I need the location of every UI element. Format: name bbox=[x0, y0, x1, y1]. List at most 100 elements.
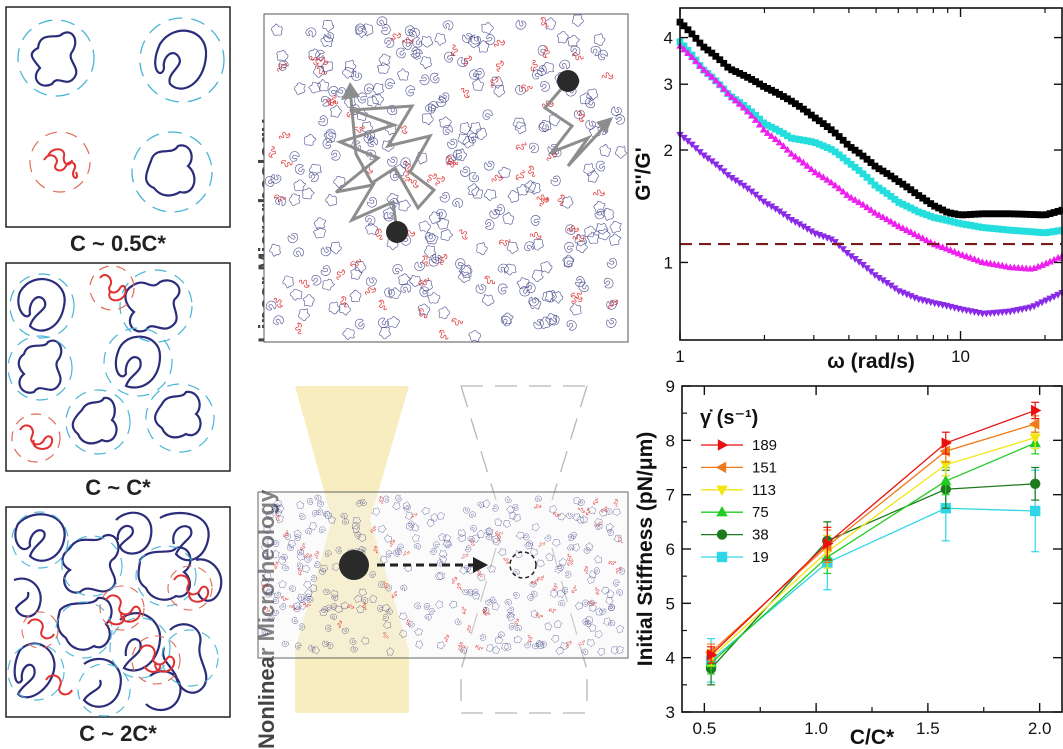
gratio-point bbox=[863, 203, 871, 211]
gratio-point bbox=[1050, 209, 1058, 216]
plot-frame bbox=[681, 385, 1063, 713]
gratio-point bbox=[875, 184, 883, 192]
x-tick-label: 2.0 bbox=[1028, 719, 1052, 738]
gratio-point bbox=[958, 251, 967, 258]
polymer-tangle bbox=[43, 148, 78, 179]
y-tick-label: 4 bbox=[664, 29, 673, 48]
gratio-point bbox=[994, 210, 1002, 218]
y-tick-label: 7 bbox=[666, 486, 675, 505]
legend: γ̇ (s⁻¹) 189 151 113 75 38 19 bbox=[700, 407, 777, 566]
gratio-point bbox=[1054, 227, 1062, 235]
gratio-point bbox=[855, 198, 863, 206]
gratio-point bbox=[1046, 228, 1054, 236]
gratio-point bbox=[863, 173, 871, 181]
probe-bead bbox=[386, 221, 408, 243]
gratio-point bbox=[752, 111, 760, 119]
concentration-label: C ~ C* bbox=[85, 475, 151, 500]
gratio-point bbox=[819, 173, 827, 181]
stiffness-point bbox=[1029, 478, 1041, 489]
probe-bead bbox=[557, 70, 579, 92]
gratio-point bbox=[783, 214, 792, 221]
gratio-point bbox=[867, 268, 875, 276]
gratio-point bbox=[712, 161, 720, 169]
trap-outline-dashed bbox=[460, 385, 588, 714]
gratio-point bbox=[696, 149, 704, 156]
gratio-point bbox=[907, 186, 915, 194]
gratio-point bbox=[859, 152, 867, 160]
stiffness-point bbox=[1029, 505, 1041, 517]
gratio-point bbox=[947, 209, 954, 217]
concentration-panel-dilute bbox=[5, 6, 231, 228]
gratio-point bbox=[811, 114, 819, 122]
gratio-point bbox=[1046, 295, 1054, 303]
gratio-point bbox=[986, 210, 994, 218]
gratio-point bbox=[955, 211, 962, 218]
gratio-point bbox=[891, 285, 899, 293]
gratio-point bbox=[743, 107, 752, 115]
gratio-point bbox=[907, 293, 915, 300]
y-tick-label: 1 bbox=[664, 253, 673, 272]
gratio-point bbox=[1006, 210, 1014, 218]
gratio-point bbox=[823, 175, 831, 183]
gratio-point bbox=[851, 163, 859, 171]
gratio-point bbox=[883, 190, 891, 197]
gratio-point bbox=[819, 142, 827, 150]
gratio-point bbox=[1058, 206, 1063, 214]
gratio-point bbox=[775, 208, 784, 216]
series-line bbox=[710, 507, 1036, 661]
y-axis-label: G''/G' bbox=[632, 147, 655, 200]
gratio-point bbox=[879, 187, 887, 195]
gratio-point bbox=[827, 126, 835, 134]
gratio-point bbox=[927, 212, 935, 220]
gratio-point bbox=[788, 97, 795, 105]
gratio-point bbox=[704, 69, 712, 77]
gratio-point bbox=[680, 45, 688, 53]
gratio-point bbox=[724, 172, 732, 179]
gratio-point bbox=[827, 236, 835, 244]
gratio-point bbox=[998, 210, 1006, 218]
gratio-point bbox=[1034, 211, 1042, 219]
legend-label: 38 bbox=[752, 527, 769, 544]
gratio-point bbox=[704, 46, 712, 54]
gratio-point bbox=[780, 130, 787, 137]
x-tick-label: 0.5 bbox=[693, 719, 717, 738]
gratio-point bbox=[791, 219, 800, 226]
gratio-point bbox=[839, 187, 847, 195]
gratio-point bbox=[755, 195, 764, 202]
gratio-point bbox=[835, 184, 843, 192]
gratio-point bbox=[915, 192, 923, 199]
gratio-point bbox=[791, 152, 800, 160]
gratio-point bbox=[760, 119, 767, 127]
y-tick-label: 2 bbox=[664, 141, 673, 160]
gratio-point bbox=[843, 140, 851, 148]
gratio-point bbox=[943, 216, 951, 224]
gratio-point bbox=[684, 26, 692, 34]
stiffness-series bbox=[705, 469, 1041, 683]
gratio-point bbox=[915, 208, 923, 216]
gratio-point bbox=[775, 138, 784, 146]
gratio-point bbox=[1054, 253, 1062, 261]
gratio-point bbox=[1010, 210, 1018, 218]
y-tick-label: 4 bbox=[666, 649, 675, 668]
gratio-point bbox=[963, 211, 970, 219]
gratio-point bbox=[748, 76, 756, 83]
gratio-point bbox=[907, 204, 915, 212]
gratio-point bbox=[799, 158, 808, 166]
gratio-point bbox=[819, 120, 827, 128]
gratio-point bbox=[803, 225, 812, 233]
gratio-point bbox=[791, 135, 799, 143]
gratio-point bbox=[807, 228, 816, 236]
gratio-point bbox=[1046, 210, 1054, 218]
gratio-point bbox=[919, 209, 927, 217]
gratio-point bbox=[716, 80, 724, 88]
concentration-panel-overlap bbox=[5, 262, 231, 472]
gratio-point bbox=[855, 258, 863, 266]
gratio-point bbox=[990, 210, 998, 218]
linear-microrheology-box bbox=[262, 11, 629, 343]
gratio-point bbox=[763, 129, 772, 136]
gratio-point bbox=[815, 140, 823, 148]
gratio-point bbox=[771, 135, 780, 143]
gratio-point bbox=[859, 170, 867, 178]
gratio-point bbox=[747, 111, 756, 119]
gratio-point bbox=[716, 164, 724, 172]
